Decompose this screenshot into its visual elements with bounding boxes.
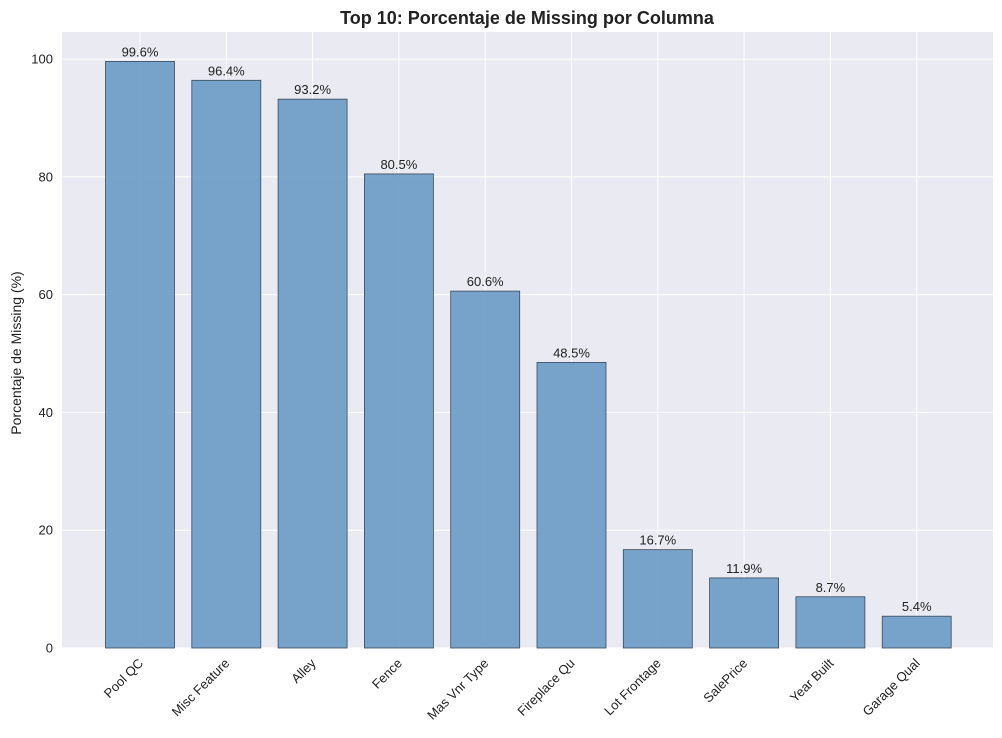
bar-misc-feature bbox=[191, 79, 262, 649]
x-tick-label: Year Built bbox=[787, 655, 837, 705]
y-tick-label: 40 bbox=[39, 405, 53, 420]
x-axis-ticks: Pool QC Misc Feature Alley Fence Mas Vnr Typ… bbox=[101, 655, 923, 722]
x-tick-label: Mas Vnr Type bbox=[424, 656, 491, 723]
y-axis-ticks: 0 20 40 60 80 100 bbox=[31, 52, 53, 656]
bar-fence bbox=[363, 173, 434, 649]
x-tick-label: Lot Frontage bbox=[601, 656, 664, 719]
data-label: 80.5% bbox=[380, 157, 417, 172]
x-tick-label: Misc Feature bbox=[169, 656, 233, 720]
x-tick-label: Garage Qual bbox=[860, 655, 923, 718]
data-labels: 99.6% 96.4% 93.2% 80.5% 60.6% 48.5% 16.7% 11.9%… bbox=[122, 44, 932, 614]
data-label: 5.4% bbox=[902, 599, 932, 614]
bar-mas-vnr-type bbox=[450, 290, 521, 649]
data-label: 48.5% bbox=[553, 345, 590, 360]
data-label: 96.4% bbox=[208, 63, 245, 78]
y-tick-label: 20 bbox=[39, 523, 53, 538]
data-label: 93.2% bbox=[294, 82, 331, 97]
bar-pool-qc bbox=[105, 61, 175, 649]
bar-alley bbox=[277, 98, 348, 649]
bar-lot-frontage bbox=[622, 549, 693, 649]
y-tick-label: 100 bbox=[31, 52, 53, 67]
bar-garage-qual bbox=[881, 615, 952, 649]
chart-title: Top 10: Porcentaje de Missing por Column… bbox=[340, 8, 715, 28]
bar-fireplace-qu bbox=[536, 361, 607, 649]
bar-saleprice bbox=[709, 577, 779, 649]
y-tick-label: 80 bbox=[39, 169, 53, 184]
x-tick-label: Fireplace Qu bbox=[514, 656, 577, 719]
data-label: 60.6% bbox=[467, 274, 504, 289]
bar-year-built bbox=[795, 596, 866, 649]
x-tick-label: SalePrice bbox=[700, 656, 750, 706]
data-label: 11.9% bbox=[726, 561, 762, 576]
x-tick-label: Fence bbox=[369, 656, 405, 692]
bars bbox=[105, 61, 952, 649]
y-tick-label: 60 bbox=[39, 287, 53, 302]
y-axis-title: Porcentaje de Missing (%) bbox=[8, 271, 24, 434]
data-label: 99.6% bbox=[122, 44, 159, 59]
y-tick-label: 0 bbox=[46, 641, 53, 656]
x-tick-label: Pool QC bbox=[101, 656, 146, 701]
data-label: 8.7% bbox=[816, 580, 846, 595]
data-label: 16.7% bbox=[639, 533, 676, 548]
x-tick-label: Alley bbox=[288, 655, 319, 686]
